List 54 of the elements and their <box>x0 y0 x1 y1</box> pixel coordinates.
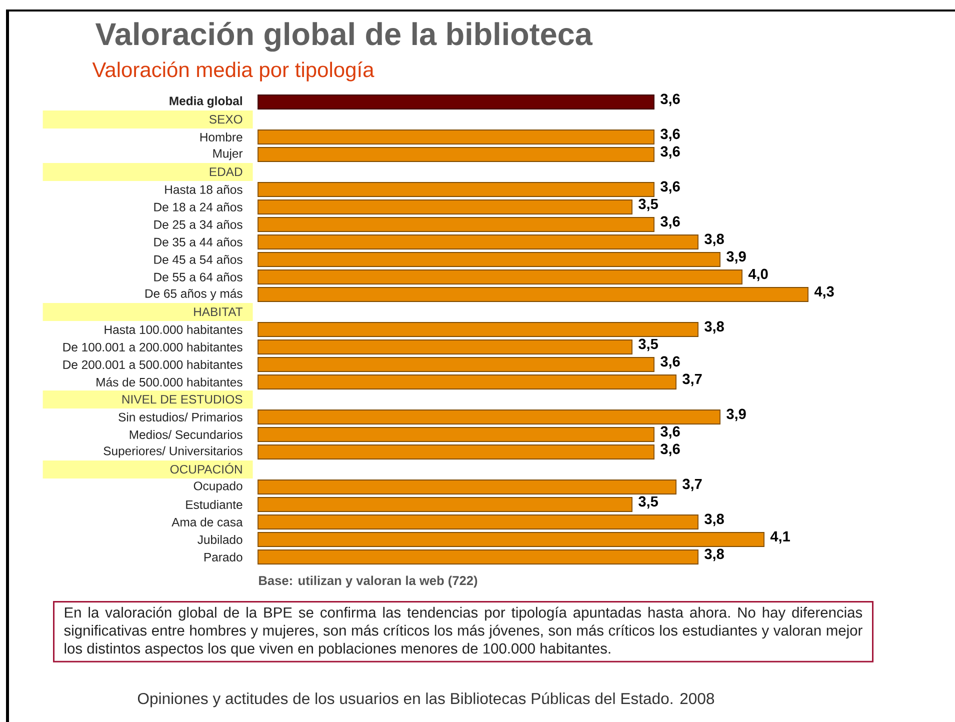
text: Base: utilizan y valoran la web (722) <box>259 576 478 588</box>
data-label: 3,5 <box>638 198 658 212</box>
data-label: 3,7 <box>682 478 702 492</box>
y-tick-label: De 100.001 a 200.000 habitantes <box>63 342 242 352</box>
data-label: 3,9 <box>726 251 746 264</box>
data-label: 3,6 <box>660 426 680 439</box>
y-tick-label: Estudiante <box>186 500 242 509</box>
data-label: 4,0 <box>748 268 768 282</box>
y-tick-label: Ocupado <box>194 481 242 493</box>
data-label: 3,9 <box>726 408 746 422</box>
y-tick-label: Ama de casa <box>172 518 243 526</box>
data-label: 3,8 <box>704 548 724 562</box>
data-label: 4,3 <box>814 286 834 299</box>
y-tick-label: SEXO <box>209 114 242 124</box>
y-tick-label: Parado <box>204 552 242 562</box>
y-tick-label: Media global <box>170 96 242 108</box>
data-label: 3,5 <box>638 496 658 509</box>
data-label: 3,6 <box>660 444 680 456</box>
y-tick-label: De 35 a 44 años <box>154 238 242 246</box>
y-tick-label: De 18 a 24 años <box>154 202 242 212</box>
data-label: 3,6 <box>660 94 680 106</box>
y-tick-label: De 45 a 54 años <box>154 255 242 264</box>
data-label: 3,8 <box>704 234 724 246</box>
data-label: 3,5 <box>638 338 658 352</box>
y-tick-label: Hasta 18 años <box>165 185 242 194</box>
y-tick-label: Sin estudios/ Primarios <box>118 412 242 422</box>
y-tick-label: HABITAT <box>194 308 243 316</box>
data-label: 3,6 <box>660 216 680 229</box>
data-label: 3,6 <box>660 356 680 369</box>
chart-title: Valoración global de la biblioteca <box>95 22 593 52</box>
data-label: 3,6 <box>660 128 680 142</box>
data-label: 3,6 <box>660 181 680 194</box>
data-label: 3,6 <box>660 146 680 159</box>
y-tick-label: OCUPACIÓN <box>170 462 242 474</box>
y-tick-label: Superiores/ Universitarios <box>104 446 242 458</box>
y-tick-label: De 65 años y más <box>145 288 242 300</box>
data-label: 4,1 <box>770 531 790 544</box>
y-tick-label: De 55 a 64 años <box>154 272 242 282</box>
data-label: 3,8 <box>704 514 724 526</box>
y-tick-label: Hombre <box>200 132 242 142</box>
y-tick-label: De 25 a 34 años <box>154 220 242 229</box>
y-tick-label: De 200.001 a 500.000 habitantes <box>63 360 242 369</box>
data-label: 3,7 <box>682 374 702 386</box>
y-tick-label: NIVEL DE ESTUDIOS <box>122 394 242 404</box>
data-label: 3,8 <box>704 321 724 334</box>
y-tick-label: Mujer <box>213 148 243 160</box>
y-tick-label: Más de 500.000 habitantes <box>96 377 242 387</box>
text: En la valoración global de la BPE se confirma las tendencias por tipología apuntadas hasta ahora. No hay diferencias significativas entre hombres y mujeres, son más críticos los más jóvenes, son más críticos los estudiantes y valoran mejor los distintos aspectos los que viven en poblaciones menores de 100.000 habitantes. <box>64 606 862 657</box>
y-tick-label: EDAD <box>210 168 242 176</box>
y-tick-label: Hasta 100.000 habitantes <box>104 325 242 334</box>
y-tick-label: Jubilado <box>198 535 242 544</box>
y-tick-label: Medios/ Secundarios <box>130 430 242 439</box>
chart-subtitle: Valoración media por tipología <box>92 62 374 82</box>
text: Opiniones y actitudes de los usuarios en las Bibliotecas Públicas del Estado. 2008 <box>138 692 714 708</box>
